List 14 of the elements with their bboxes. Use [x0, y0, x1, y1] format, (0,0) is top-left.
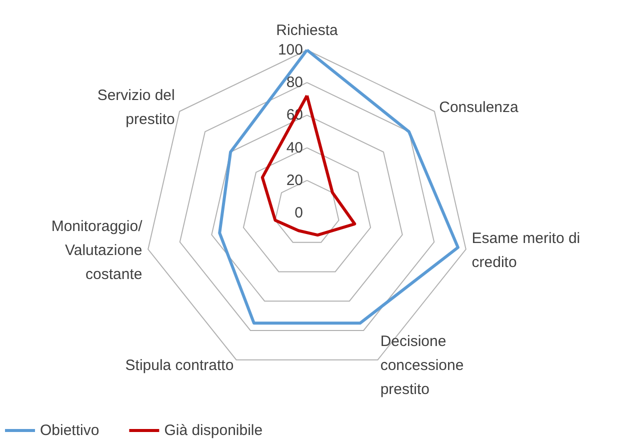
- spoke-label: Stipula contratto: [125, 356, 234, 374]
- y-tick-label: 80: [286, 74, 303, 92]
- y-tick-label: 100: [278, 42, 303, 58]
- spoke-label: Esame merito di credito: [472, 230, 580, 272]
- spoke-label: Consulenza: [439, 99, 520, 116]
- spoke-label: Richiesta: [276, 22, 338, 40]
- legend-label: Obiettivo: [40, 422, 100, 439]
- y-tick-label: 40: [286, 139, 303, 156]
- y-tick-label: 20: [286, 172, 303, 189]
- spoke-label: Monitoraggio/ Valutazione costante: [51, 218, 144, 284]
- legend-label: Già disponibile: [164, 422, 263, 439]
- spoke-label: Decisione concessione prestito: [380, 332, 464, 398]
- spoke-label: Servizio del prestito: [97, 87, 175, 128]
- y-tick-label: 0: [294, 204, 303, 222]
